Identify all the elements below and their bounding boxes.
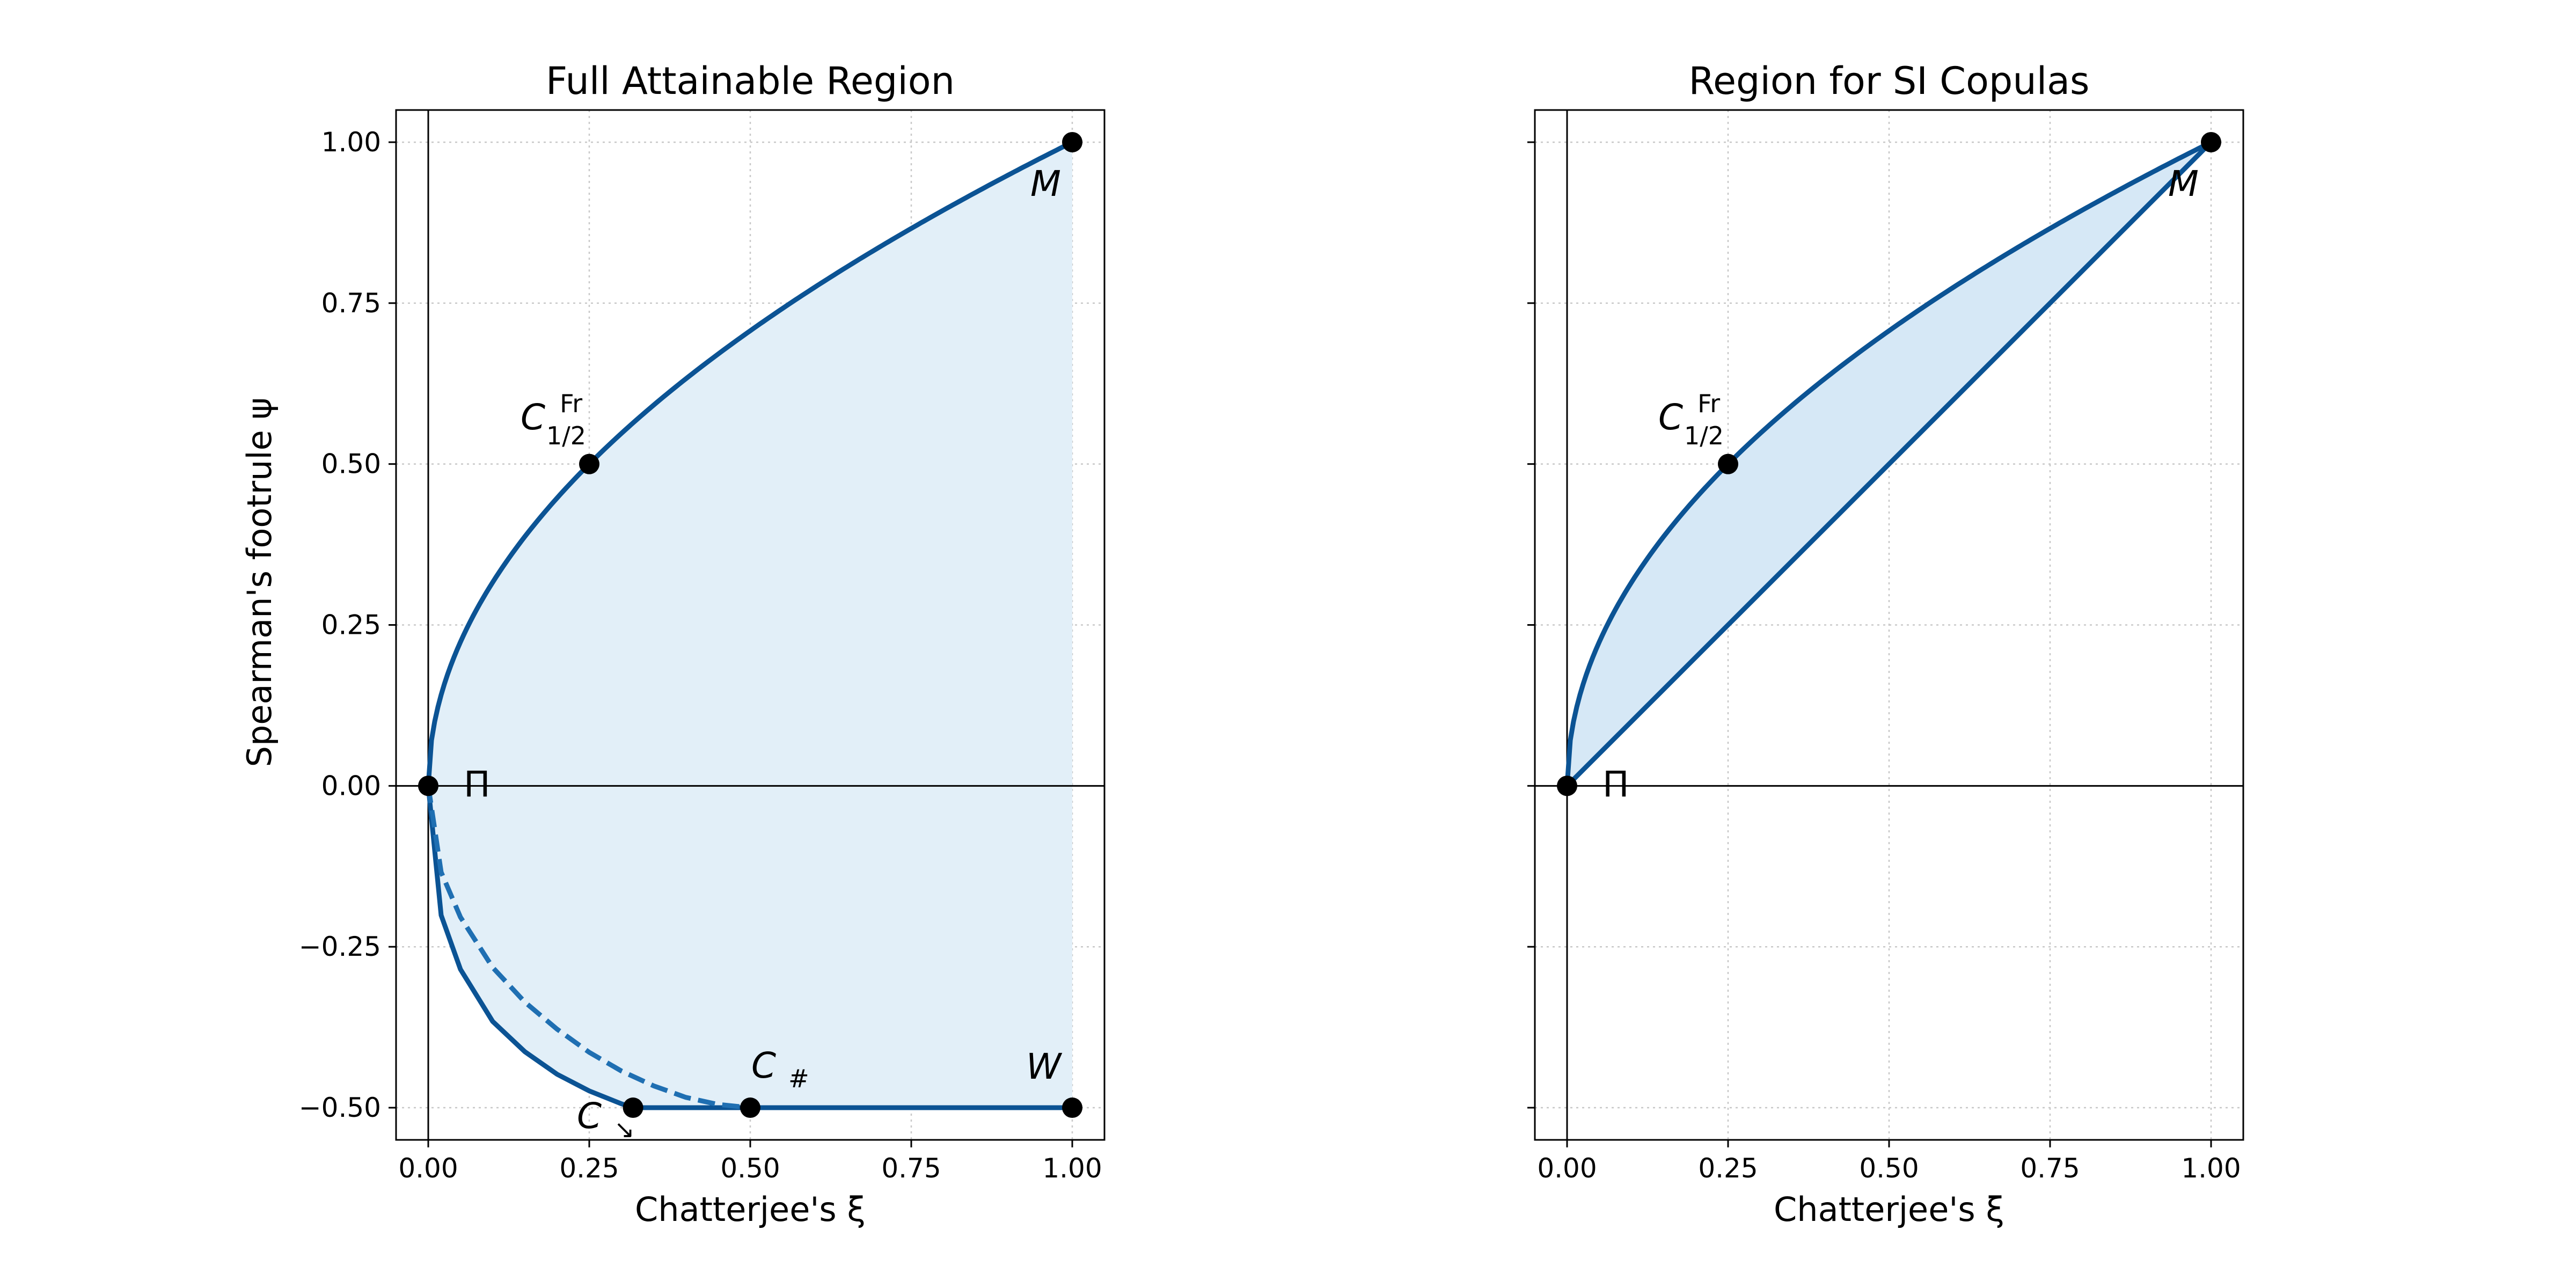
label-Pi: Π [464,764,491,805]
axis-ticks: 0.00 0.25 0.50 0.75 1.00 −0.50 −0.25 0.00 0.25 0.… [299,127,1102,1184]
label-C-Fr: C Fr 1/2 [1658,379,1731,450]
x-tick-label: 0.75 [881,1153,941,1184]
marked-points [418,131,1082,1118]
lower-boundary-dashed-curve [426,785,751,1110]
label-Pi: Π [1602,764,1629,805]
y-tick-label: 0.75 [321,288,381,319]
attainable-region-fill [428,142,1072,1108]
x-tick-label: 0.50 [720,1153,780,1184]
x-tick-label: 0.00 [398,1153,458,1184]
point-Csharp [740,1097,760,1118]
label-C-Fr-sup: Fr [560,389,582,418]
label-C-sharp-sub: # [788,1064,809,1093]
x-tick-label: 0.50 [1859,1153,1919,1184]
label-C-Fr-base: C [521,397,545,438]
label-W: W [1026,1046,1063,1087]
y-axis-label: Spearman's footrule ψ [240,398,279,767]
label-C-searrow-sub: ↘ [614,1115,635,1144]
y-tick-label: 1.00 [321,127,381,158]
marked-points [1557,131,2221,796]
y-tick-label: 0.25 [321,610,381,641]
x-axis-label: Chatterjee's ξ [1774,1190,2004,1229]
point-W [1062,1097,1082,1118]
x-tick-label: 0.75 [2020,1153,2080,1184]
label-C-searrow: C ↘ [577,1095,635,1144]
lower-boundary-line [1565,140,2213,788]
label-C-Fr-sub: 1/2 [1684,421,1724,450]
label-C-sharp: C # [751,1045,809,1093]
label-C-Fr: C Fr 1/2 [521,379,594,450]
x-tick-label: 0.00 [1537,1153,1597,1184]
y-tick-label: 0.00 [321,770,381,801]
x-axis-label: Chatterjee's ξ [635,1190,866,1229]
upper-boundary-curve [426,140,1074,786]
axes-frame [1534,109,2244,1141]
panel-title: Region for SI Copulas [1688,59,2089,103]
label-C-Fr-sub: 1/2 [546,421,586,450]
panel-si-region: Region for SI Copulas 0.00 0.25 0.50 0.75 1.… [1527,59,2244,1229]
label-M: M [2168,163,2199,204]
label-C-sharp-base: C [751,1045,776,1086]
panel-title: Full Attainable Region [546,59,955,103]
y-tick-label: 0.50 [321,449,381,480]
x-tick-label: 0.25 [1698,1153,1758,1184]
x-tick-label: 1.00 [1042,1153,1102,1184]
point-Pi [418,775,438,796]
point-Csearrow [623,1097,643,1118]
y-tick-label: −0.25 [299,931,381,962]
point-Pi [1557,775,1577,796]
axis-ticks: 0.00 0.25 0.50 0.75 1.00 [1527,141,2241,1184]
label-C-Fr-base: C [1658,397,1683,438]
panel-full-region: Full Attainable Region 0.00 0.25 0.50 0.75 1… [240,59,1106,1229]
x-tick-label: 0.25 [559,1153,619,1184]
point-M [1062,131,1082,152]
label-C-Fr-sup: Fr [1697,389,1720,418]
upper-boundary-curve [1564,140,2213,786]
x-tick-label: 1.00 [2181,1153,2241,1184]
label-C-searrow-base: C [577,1095,602,1137]
point-M [2201,131,2221,152]
y-tick-label: −0.50 [299,1092,381,1123]
point-Fr [1718,453,1738,474]
axes-frame [395,109,1106,1141]
label-M: M [1030,163,1061,204]
point-Fr [579,453,599,474]
